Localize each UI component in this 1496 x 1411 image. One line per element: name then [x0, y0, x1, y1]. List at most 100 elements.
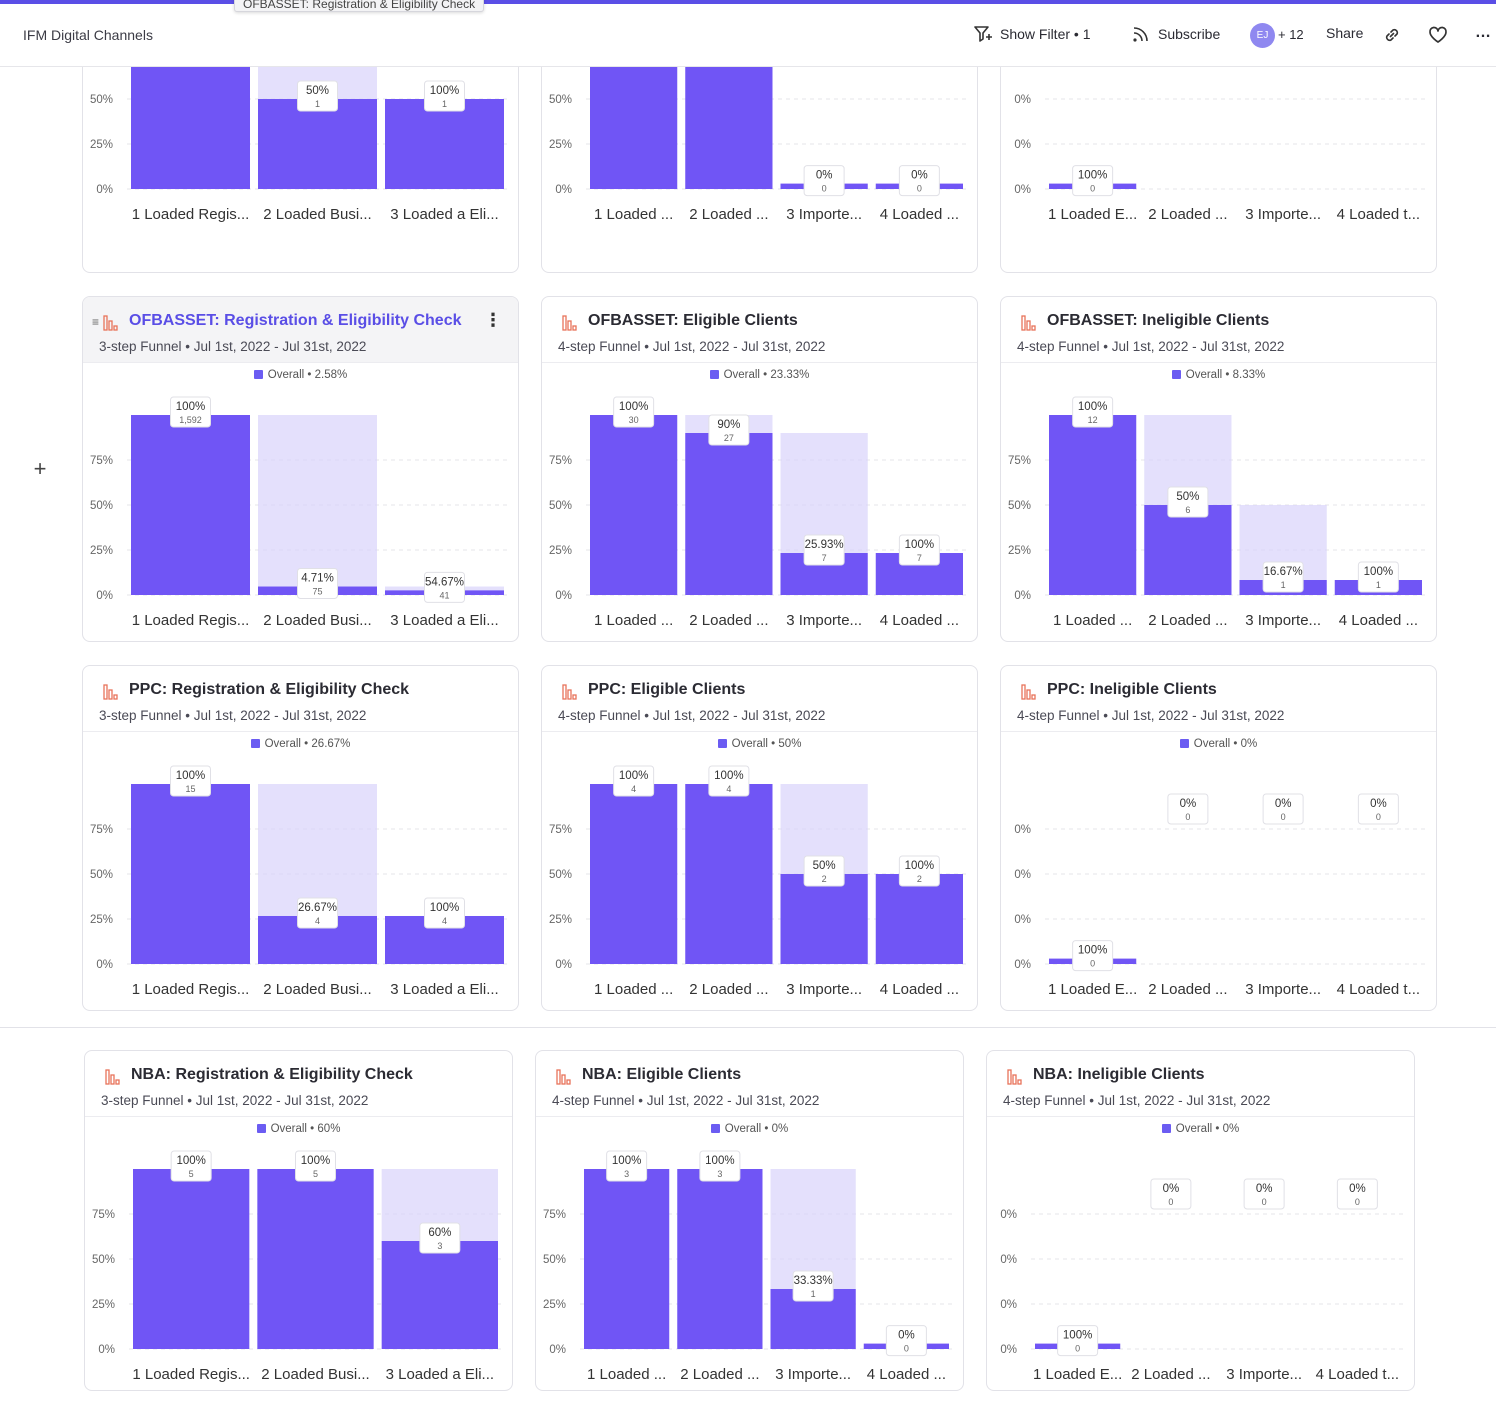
y-tick-label: 25% [549, 545, 572, 557]
drag-handle-icon[interactable]: ≡ [92, 315, 100, 329]
funnel-bar[interactable] [677, 1169, 763, 1349]
y-tick-label: 25% [1008, 545, 1031, 557]
card-subtitle: 4-step Funnel • Jul 1st, 2022 - Jul 31st… [1017, 339, 1285, 354]
step-label: 1 Loaded E... [1048, 981, 1137, 998]
value-label-box [1072, 940, 1114, 972]
funnel-card[interactable]: PPC: Eligible Clients 4-step Funnel • Jul… [541, 665, 978, 1011]
y-tick-label: 0% [1014, 184, 1031, 196]
funnel-card[interactable]: PPC: Registration & Eligibility Check 3-s… [82, 665, 519, 1011]
step-label: 4 Loaded ... [867, 1366, 946, 1383]
conversion-percent: 0% [1163, 1183, 1180, 1195]
funnel-bar[interactable] [590, 415, 678, 595]
funnel-card[interactable]: PPC: Ineligible Clients 4-step Funnel • J… [1000, 665, 1437, 1011]
subscribe-label: Subscribe [1158, 26, 1221, 42]
y-tick-label: 0% [1000, 1344, 1017, 1356]
section-divider [0, 1027, 1496, 1028]
card-title[interactable]: OFBASSET: Registration & Eligibility Che… [129, 312, 462, 329]
card-subtitle: 4-step Funnel • Jul 1st, 2022 - Jul 31st… [1017, 708, 1285, 723]
y-tick-label: 0% [1014, 869, 1031, 881]
funnel-card[interactable]: OFBASSET: Eligible Clients 4-step Funnel … [541, 296, 978, 642]
y-tick-label: 50% [549, 869, 572, 881]
funnel-bar[interactable] [780, 874, 868, 964]
card-title[interactable]: PPC: Ineligible Clients [1047, 681, 1217, 698]
card-menu-icon[interactable]: ⋮ [484, 310, 502, 330]
funnel-bar[interactable] [590, 784, 678, 964]
value-label-box [1262, 793, 1304, 825]
dropoff-bar[interactable] [258, 784, 377, 916]
y-tick-label: 75% [543, 1209, 566, 1221]
card-title[interactable]: NBA: Ineligible Clients [1033, 1066, 1205, 1083]
add-row-icon[interactable]: + [33, 456, 47, 481]
avatar[interactable]: EJ [1250, 23, 1275, 48]
funnel-chart: 75% 50% 25% 0% 100% 5 1 Loaded Regis... 100% 5 2 … [92, 1150, 502, 1383]
funnel-bar[interactable] [685, 433, 773, 595]
card-title[interactable]: PPC: Eligible Clients [588, 681, 746, 698]
subscribe-button[interactable]: Subscribe [1132, 25, 1220, 43]
value-label-box [613, 765, 655, 797]
conversion-count: 4 [726, 784, 731, 794]
funnel-card[interactable]: NBA: Eligible Clients 4-step Funnel • Jul… [535, 1050, 964, 1391]
funnel-bar[interactable] [381, 1241, 498, 1349]
y-tick-label: 0% [98, 1344, 115, 1356]
funnel-bar[interactable] [133, 1169, 250, 1349]
avatar-extra-count[interactable]: + 12 [1278, 27, 1304, 42]
share-button[interactable]: Share [1326, 25, 1363, 41]
dropoff-bar[interactable] [770, 1169, 856, 1290]
conversion-percent: 50% [1176, 491, 1199, 503]
funnel-icon [103, 315, 121, 331]
copy-link-button[interactable] [1383, 26, 1401, 44]
more-options-button[interactable]: … [1475, 24, 1491, 41]
conversion-percent: 100% [176, 1155, 205, 1167]
show-filter-button[interactable]: Show Filter • 1 [974, 25, 1091, 43]
chart-legend: Overall • 0% [536, 1123, 963, 1135]
conversion-count: 0 [1090, 959, 1095, 969]
funnel-bar[interactable] [875, 874, 963, 964]
value-label-box [424, 571, 465, 603]
value-label-box [424, 80, 465, 112]
conversion-count: 4 [315, 916, 320, 926]
rss-icon [1133, 27, 1148, 42]
dropoff-bar[interactable] [258, 415, 377, 587]
card-title[interactable]: OFBASSET: Eligible Clients [588, 312, 798, 329]
y-tick-label: 50% [549, 500, 572, 512]
y-tick-label: 25% [543, 1299, 566, 1311]
y-tick-label: 25% [90, 139, 113, 151]
funnel-icon [1021, 684, 1039, 700]
card-title[interactable]: NBA: Registration & Eligibility Check [131, 1066, 413, 1083]
funnel-bar[interactable] [584, 1169, 670, 1349]
card-title[interactable]: NBA: Eligible Clients [582, 1066, 742, 1083]
funnel-card[interactable]: ≡ ⋮ OFBASSET: Registration & Eligibility C… [82, 296, 519, 642]
y-tick-label: 0% [555, 184, 572, 196]
favorite-button[interactable] [1428, 26, 1448, 44]
funnel-card[interactable]: NBA: Registration & Eligibility Check 3-s… [84, 1050, 513, 1391]
card-title[interactable]: OFBASSET: Ineligible Clients [1047, 312, 1270, 329]
value-label-box [898, 534, 940, 566]
step-label: 2 Loaded Busi... [263, 612, 371, 629]
legend-label: Overall • 26.67% [264, 738, 351, 750]
funnel-card[interactable]: NBA: Ineligible Clients 4-step Funnel • J… [986, 1050, 1415, 1391]
accent-stripe [0, 0, 1496, 4]
funnel-chart: 75% 50% 25% 0% 100% 4 1 Loaded ... 100% 4 2 Loade… [549, 765, 967, 998]
y-tick-label: 75% [549, 824, 572, 836]
funnel-bar[interactable] [685, 784, 773, 964]
funnel-chart: 75% 50% 25% 0% 100% 1,592 1 Loaded Regis... 4.7… [90, 396, 508, 629]
funnel-card[interactable]: OFBASSET: Ineligible Clients 4-step Funne… [1000, 296, 1437, 642]
value-label-box [803, 855, 845, 887]
conversion-percent: 100% [301, 1155, 330, 1167]
filter-icon [974, 26, 992, 42]
funnel-bar[interactable] [257, 1169, 374, 1349]
funnel-bar[interactable] [1144, 505, 1232, 595]
conversion-count: 1 [315, 99, 320, 109]
conversion-percent: 54.67% [425, 576, 464, 588]
conversion-percent: 90% [717, 419, 740, 431]
funnel-bar[interactable] [385, 99, 504, 189]
funnel-bar[interactable] [131, 784, 250, 964]
conversion-count: 0 [904, 1344, 909, 1354]
funnel-bar[interactable] [131, 415, 250, 595]
conversion-percent: 60% [428, 1227, 451, 1239]
funnel-bar[interactable] [1049, 415, 1137, 595]
funnel-bar[interactable] [258, 99, 377, 189]
step-label: 4 Loaded ... [1339, 612, 1418, 629]
card-title[interactable]: PPC: Registration & Eligibility Check [129, 681, 410, 698]
dropoff-bar[interactable] [780, 433, 868, 554]
